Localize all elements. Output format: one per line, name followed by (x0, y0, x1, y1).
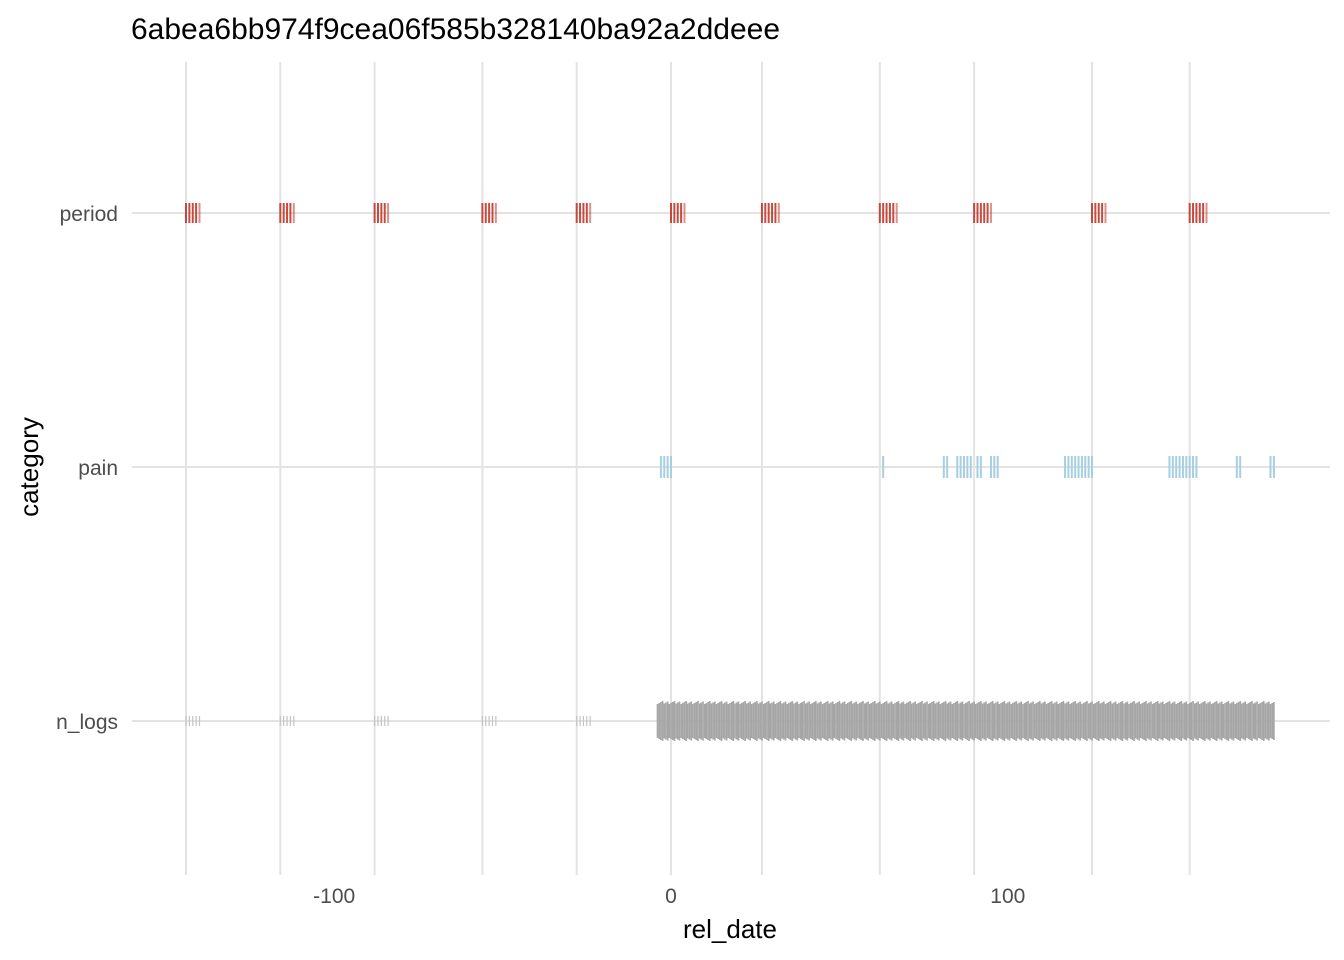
x-tick-label: 0 (665, 885, 677, 908)
y-tick-labels: period pain n_logs (56, 203, 118, 734)
y-tick-label-period: period (60, 203, 118, 226)
grid-lines (132, 62, 1330, 875)
chart-marks (185, 203, 1275, 741)
chart-title: 6abea6bb974f9cea06f585b328140ba92a2ddeee (131, 13, 780, 46)
x-axis-title: rel_date (683, 914, 777, 944)
y-tick-label-pain: pain (78, 457, 118, 480)
x-tick-label: -100 (313, 885, 355, 908)
x-tick-label: 100 (990, 885, 1025, 908)
x-tick-labels: -100 0 100 (313, 885, 1025, 908)
y-tick-label-n-logs: n_logs (56, 711, 118, 734)
y-axis-title: category (14, 417, 44, 517)
